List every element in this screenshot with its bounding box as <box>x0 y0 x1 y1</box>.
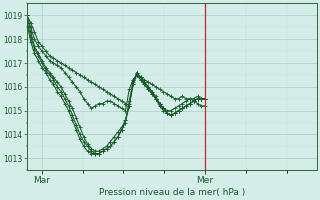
X-axis label: Pression niveau de la mer( hPa ): Pression niveau de la mer( hPa ) <box>99 188 245 197</box>
